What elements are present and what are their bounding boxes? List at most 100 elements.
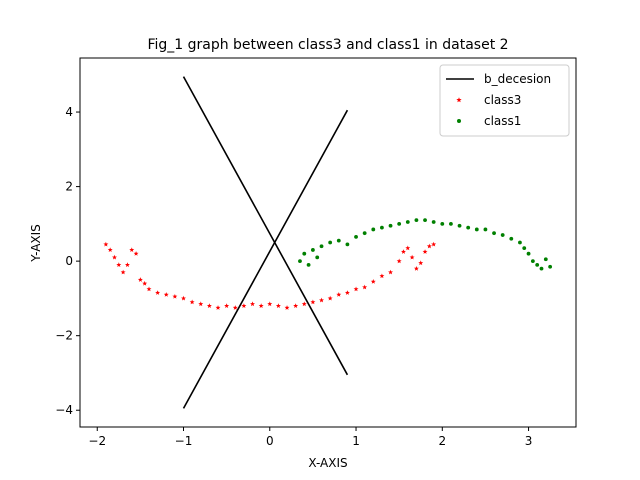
point-class1 xyxy=(414,218,419,223)
point-class3 xyxy=(163,292,169,297)
point-class1 xyxy=(457,223,462,228)
point-class3 xyxy=(336,292,342,297)
point-class1 xyxy=(483,227,488,232)
point-class1 xyxy=(509,236,514,241)
point-class3 xyxy=(107,247,113,253)
legend-box xyxy=(439,64,570,137)
point-class1 xyxy=(405,220,410,224)
legend-label-b_decesion: b_decesion xyxy=(484,72,551,86)
point-class3 xyxy=(250,301,255,307)
point-class3 xyxy=(344,290,350,295)
point-class3 xyxy=(155,290,161,295)
point-class1 xyxy=(298,259,302,264)
x-tick-label: 0 xyxy=(266,434,274,448)
point-class3 xyxy=(413,265,419,271)
point-class1 xyxy=(354,235,358,239)
point-class3 xyxy=(124,262,130,267)
point-class3 xyxy=(370,279,376,284)
chart-title: Fig_1 graph between class3 and class1 in… xyxy=(147,37,508,53)
point-class1 xyxy=(319,244,324,249)
point-class1 xyxy=(522,246,527,250)
point-class3 xyxy=(362,284,368,290)
point-class1 xyxy=(543,257,548,262)
point-class3 xyxy=(379,273,385,279)
point-class3 xyxy=(258,303,264,308)
point-class3 xyxy=(293,303,299,308)
point-class3 xyxy=(224,303,230,308)
point-class1 xyxy=(440,221,445,226)
point-class1 xyxy=(345,242,350,247)
point-class3 xyxy=(284,305,290,310)
point-class1 xyxy=(336,238,341,243)
point-class1 xyxy=(535,262,540,267)
point-class3 xyxy=(129,247,135,253)
point-class3 xyxy=(319,297,324,303)
legend-swatch-class3 xyxy=(456,97,462,103)
point-class3 xyxy=(388,269,394,275)
point-class1 xyxy=(492,231,496,236)
point-class3 xyxy=(189,299,195,305)
point-class1 xyxy=(500,233,505,237)
point-class1 xyxy=(362,231,367,236)
point-class1 xyxy=(466,225,471,230)
point-class3 xyxy=(422,249,428,254)
point-class3 xyxy=(401,249,406,254)
legend: b_decesion class3 class1 xyxy=(439,64,570,137)
point-class1 xyxy=(315,255,320,260)
point-class3 xyxy=(137,277,143,282)
point-class3 xyxy=(146,286,152,292)
point-class1 xyxy=(306,262,311,267)
point-class1 xyxy=(380,225,384,230)
decision-line-1 xyxy=(182,76,349,376)
y-tick-label: −4 xyxy=(55,403,73,417)
series-class1 xyxy=(298,218,553,271)
point-class3 xyxy=(301,301,307,307)
point-class1 xyxy=(539,266,544,271)
point-class3 xyxy=(142,280,148,286)
x-tick-label: 1 xyxy=(352,434,360,448)
series-class3 xyxy=(103,241,437,310)
decision-line-2 xyxy=(182,109,349,409)
point-class3 xyxy=(103,241,109,247)
y-axis-label: Y-AXIS xyxy=(29,224,43,263)
point-class1 xyxy=(371,227,376,232)
y-tick-label: 2 xyxy=(65,180,73,194)
point-class3 xyxy=(405,245,411,251)
point-class3 xyxy=(232,305,238,310)
y-tick-label: −2 xyxy=(55,329,73,343)
point-class1 xyxy=(388,223,393,228)
point-class3 xyxy=(426,243,432,249)
point-class1 xyxy=(302,251,307,256)
point-class3 xyxy=(206,303,212,308)
point-class3 xyxy=(215,305,221,310)
x-axis: −2 −1 0 1 2 3 xyxy=(88,427,532,448)
point-class3 xyxy=(409,254,415,260)
point-class1 xyxy=(423,218,427,223)
point-class3 xyxy=(353,286,359,292)
point-class1 xyxy=(526,251,531,256)
point-class3 xyxy=(396,258,402,264)
x-tick-label: 2 xyxy=(438,434,446,448)
point-class3 xyxy=(267,301,273,307)
plot-frame xyxy=(79,57,577,428)
point-class1 xyxy=(548,264,553,269)
x-axis-label: X-AXIS xyxy=(308,456,347,470)
point-class1 xyxy=(518,240,522,245)
point-class3 xyxy=(120,269,126,275)
legend-label-class1: class1 xyxy=(484,114,521,128)
point-class3 xyxy=(275,303,281,308)
point-class1 xyxy=(449,221,453,226)
point-class3 xyxy=(198,301,204,307)
legend-swatch-class1 xyxy=(457,119,461,123)
point-class3 xyxy=(431,241,437,247)
point-class1 xyxy=(397,221,402,226)
point-class3 xyxy=(112,254,117,260)
y-tick-label: 0 xyxy=(65,254,73,268)
y-tick-label: 4 xyxy=(65,105,73,119)
point-class3 xyxy=(172,293,178,299)
y-axis: −4 −2 0 2 4 xyxy=(55,105,80,417)
x-tick-label: −2 xyxy=(88,434,106,448)
point-class1 xyxy=(530,259,535,264)
x-tick-label: −1 xyxy=(175,434,193,448)
